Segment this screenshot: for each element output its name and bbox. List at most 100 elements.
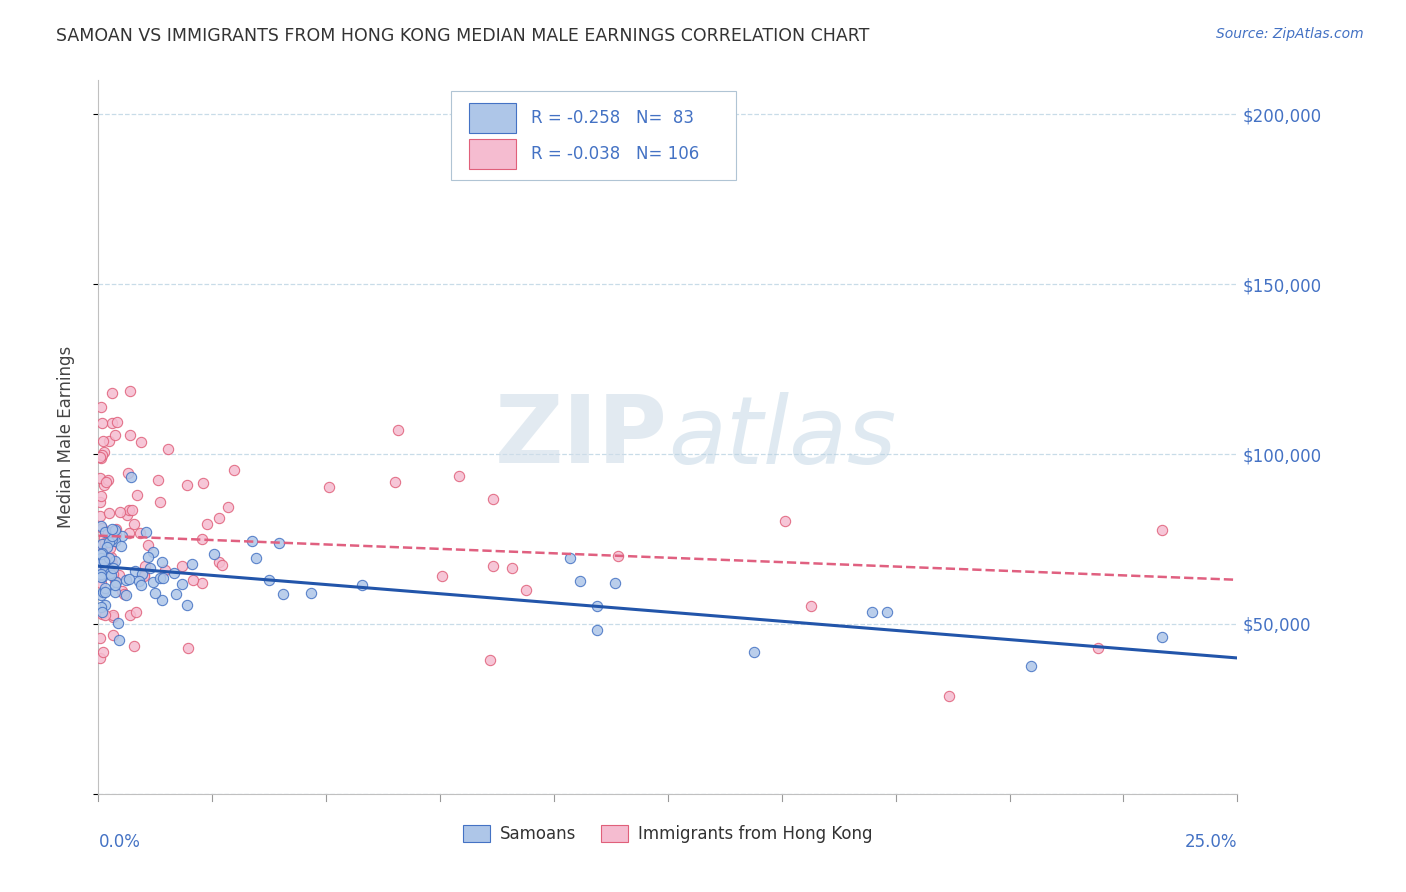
Point <box>89 631 111 645</box>
Point <box>202 548 225 562</box>
Point <box>104 574 127 588</box>
Point <box>89 539 111 553</box>
Point <box>89 650 111 665</box>
Point <box>131 567 153 582</box>
Point <box>257 573 280 587</box>
Point <box>149 495 172 509</box>
Point <box>98 541 121 556</box>
Point <box>91 605 114 619</box>
Point <box>91 607 114 621</box>
Point <box>603 575 626 590</box>
Point <box>101 566 124 581</box>
Point <box>94 585 117 599</box>
Point <box>97 525 120 540</box>
Point <box>482 558 505 573</box>
Point <box>107 615 129 630</box>
Point <box>91 521 114 535</box>
Point <box>152 572 174 586</box>
Text: atlas: atlas <box>668 392 896 483</box>
Point <box>90 489 112 503</box>
Point <box>607 549 630 564</box>
Point <box>91 434 114 449</box>
Point <box>91 561 114 575</box>
Point <box>172 577 194 591</box>
Point <box>100 549 122 564</box>
Point <box>118 607 141 622</box>
Point <box>267 536 290 550</box>
Point <box>96 565 118 579</box>
Point <box>134 569 156 583</box>
Point <box>89 471 111 485</box>
Point <box>149 571 172 585</box>
Point <box>138 560 160 574</box>
Text: R = -0.258   N=  83: R = -0.258 N= 83 <box>531 109 695 127</box>
Point <box>240 533 263 548</box>
Point <box>90 555 112 569</box>
Point <box>742 645 765 659</box>
Point <box>142 574 165 589</box>
Point <box>432 569 454 583</box>
Point <box>101 557 124 571</box>
Point <box>101 561 124 575</box>
Point <box>176 478 198 492</box>
Point <box>111 584 134 599</box>
Point <box>211 558 233 573</box>
Point <box>104 534 127 549</box>
Point <box>586 599 609 613</box>
Point <box>108 505 131 519</box>
Point <box>103 428 125 442</box>
Point <box>93 554 115 568</box>
Point <box>129 525 152 540</box>
Point <box>104 585 127 599</box>
Point <box>104 575 127 590</box>
FancyBboxPatch shape <box>468 138 516 169</box>
Point <box>108 567 131 582</box>
Point <box>89 450 111 465</box>
Point <box>271 587 294 601</box>
Point <box>384 475 406 489</box>
Point <box>121 503 143 517</box>
Point <box>120 470 142 484</box>
Point <box>150 593 173 607</box>
Point <box>115 573 138 587</box>
Point <box>97 474 120 488</box>
Point <box>245 551 267 566</box>
Point <box>124 564 146 578</box>
FancyBboxPatch shape <box>468 103 516 133</box>
Point <box>90 551 112 566</box>
Point <box>105 528 128 542</box>
Point <box>91 554 114 568</box>
Point <box>1021 659 1043 673</box>
Point <box>98 549 121 564</box>
Point <box>447 469 470 483</box>
Point <box>117 466 139 480</box>
Point <box>94 558 117 572</box>
Point <box>91 645 114 659</box>
Point <box>163 566 186 580</box>
Point <box>501 561 523 575</box>
Point <box>191 532 214 546</box>
Point <box>150 555 173 569</box>
Point <box>478 653 501 667</box>
Point <box>181 573 204 587</box>
Point <box>100 568 122 582</box>
Point <box>90 518 112 533</box>
Point <box>94 525 117 540</box>
Point <box>136 550 159 565</box>
Point <box>217 500 239 514</box>
Point <box>134 558 156 573</box>
Point <box>96 540 118 554</box>
Point <box>93 531 115 545</box>
Point <box>1152 523 1174 537</box>
Point <box>108 633 131 648</box>
Point <box>132 568 155 582</box>
Point <box>89 548 111 562</box>
Point <box>94 475 117 489</box>
FancyBboxPatch shape <box>451 91 737 180</box>
Point <box>93 478 115 492</box>
Point <box>145 585 167 599</box>
Point <box>104 522 127 536</box>
Point <box>90 547 112 561</box>
Point <box>90 588 112 602</box>
Point <box>90 550 112 565</box>
